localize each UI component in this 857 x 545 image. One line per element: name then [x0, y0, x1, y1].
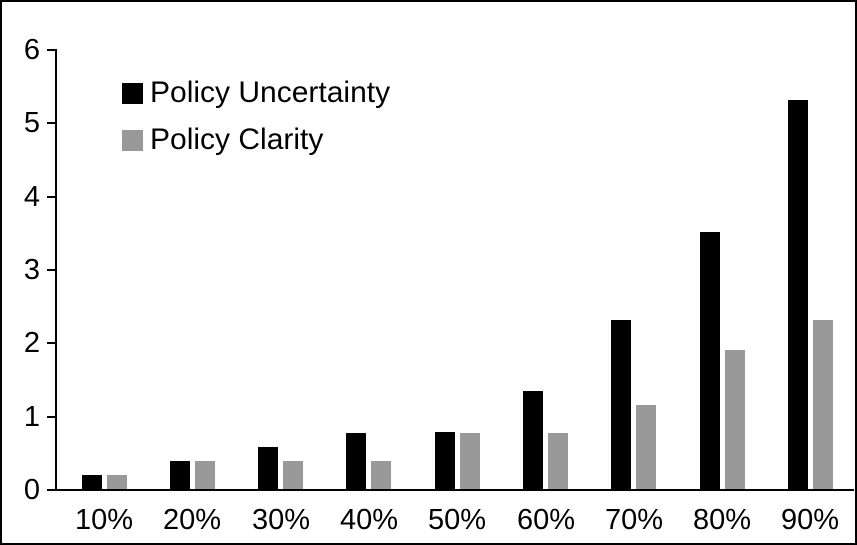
y-tick-label: 0 — [23, 474, 40, 506]
y-tick-mark — [47, 49, 55, 52]
y-tick-label: 2 — [23, 327, 40, 360]
bar-policy-uncertainty — [82, 475, 102, 489]
bar-policy-clarity — [371, 461, 391, 489]
y-axis — [55, 49, 57, 491]
x-tick-label: 60% — [516, 504, 576, 536]
y-tick-label: 1 — [23, 400, 40, 433]
bar-policy-clarity — [636, 405, 656, 489]
x-tick-label: 10% — [74, 504, 134, 536]
x-tick-label: 80% — [692, 504, 752, 536]
legend-label: Policy Clarity — [150, 123, 324, 156]
x-tick-label: 30% — [251, 504, 311, 536]
y-tick-mark — [47, 122, 55, 125]
y-tick-mark — [47, 342, 55, 345]
bar-policy-clarity — [195, 461, 215, 489]
bar-policy-clarity — [460, 433, 480, 489]
bar-policy-clarity — [548, 433, 568, 489]
bar-policy-uncertainty — [788, 100, 808, 489]
bar-policy-clarity — [725, 350, 745, 489]
legend: Policy Uncertainty Policy Clarity — [122, 77, 390, 171]
x-tick-label: 90% — [780, 504, 840, 536]
x-tick-label: 40% — [339, 504, 399, 536]
y-tick-label: 6 — [23, 34, 40, 67]
bar-policy-uncertainty — [435, 432, 455, 489]
bar-policy-uncertainty — [170, 461, 190, 489]
bar-policy-clarity — [813, 320, 833, 489]
y-tick-mark — [47, 269, 55, 271]
y-tick-mark — [47, 489, 55, 491]
y-tick-mark — [47, 415, 55, 418]
bar-policy-clarity — [107, 475, 127, 489]
legend-item-policy-clarity: Policy Clarity — [122, 124, 390, 156]
x-tick-label: 50% — [427, 504, 487, 536]
legend-swatch-square-icon — [122, 82, 143, 104]
legend-label: Policy Uncertainty — [150, 76, 391, 109]
bar-policy-uncertainty — [700, 232, 720, 489]
bar-policy-uncertainty — [611, 320, 631, 489]
x-tick-label: 20% — [162, 504, 222, 536]
legend-item-policy-uncertainty: Policy Uncertainty — [122, 77, 390, 109]
bar-policy-uncertainty — [523, 391, 543, 489]
bar-policy-uncertainty — [258, 447, 278, 489]
legend-swatch-square-icon — [122, 129, 143, 151]
x-tick-label: 70% — [604, 504, 664, 536]
x-axis — [47, 489, 854, 491]
y-tick-mark — [47, 195, 55, 198]
y-tick-label: 4 — [23, 180, 40, 213]
bar-policy-clarity — [283, 461, 303, 489]
y-tick-label: 3 — [23, 254, 40, 286]
bar-policy-uncertainty — [346, 433, 366, 489]
y-tick-label: 5 — [23, 107, 40, 140]
